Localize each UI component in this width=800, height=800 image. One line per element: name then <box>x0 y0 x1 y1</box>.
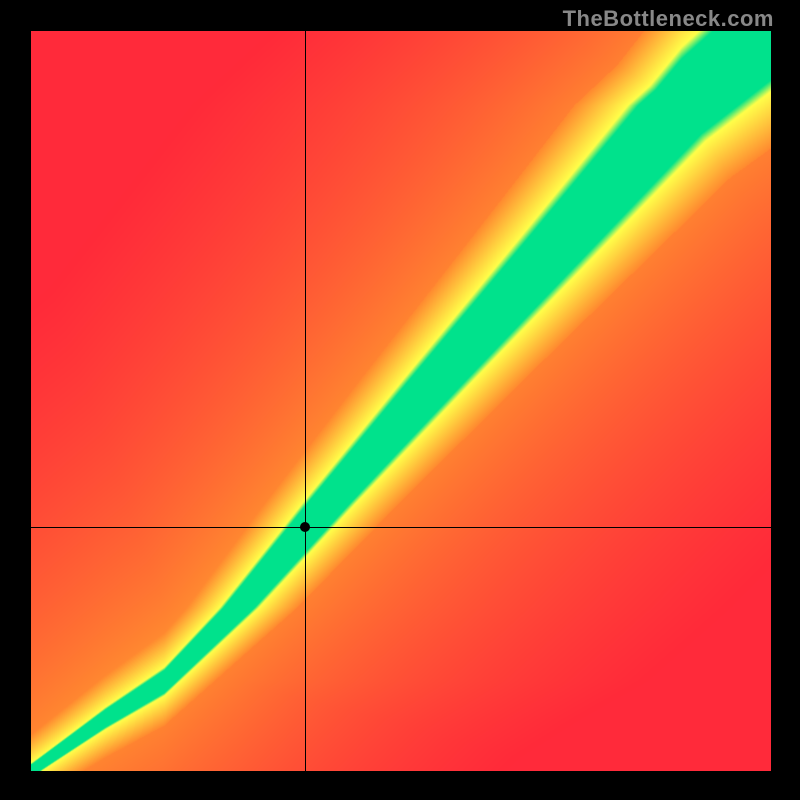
watermark-text: TheBottleneck.com <box>563 6 774 32</box>
heatmap-canvas <box>31 31 771 771</box>
chart-container: TheBottleneck.com <box>0 0 800 800</box>
crosshair-horizontal <box>31 527 771 528</box>
data-point-marker <box>300 522 310 532</box>
crosshair-vertical <box>305 31 306 771</box>
plot-area <box>30 30 772 772</box>
